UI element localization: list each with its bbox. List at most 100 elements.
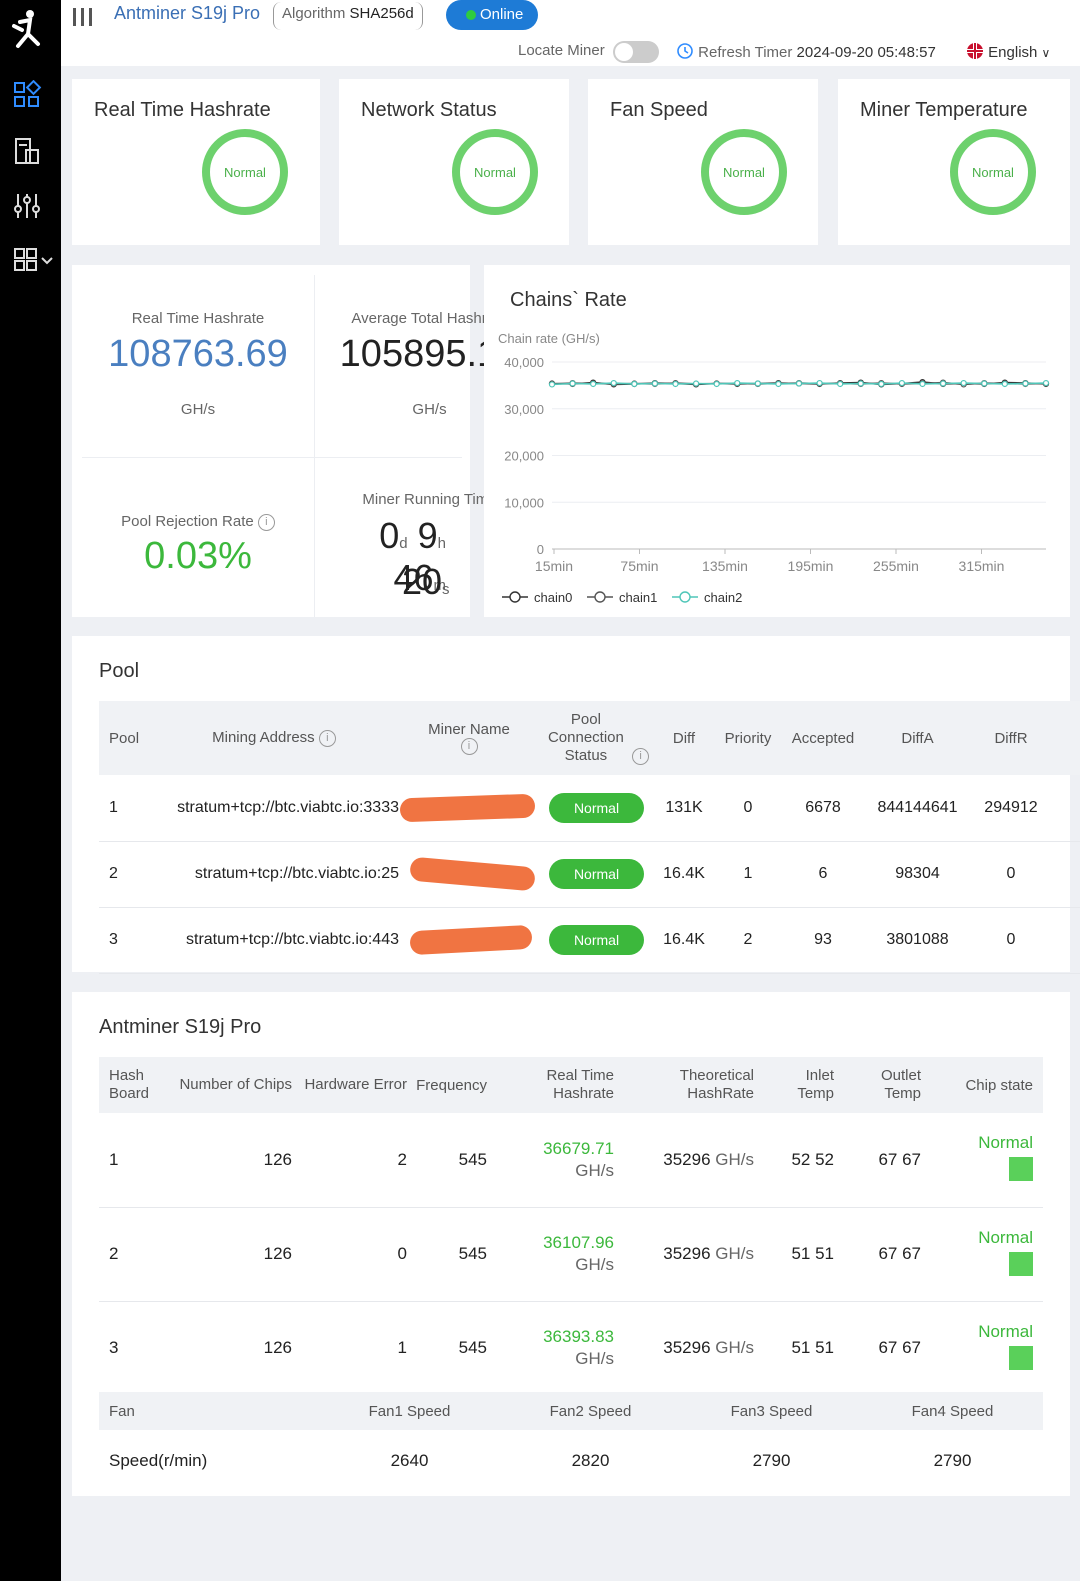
data-point-chain2 (919, 380, 926, 388)
pool-row: 3 stratum+tcp://btc.viabtc.io:443 Normal… (99, 907, 1080, 974)
legend-label-chain0: chain0 (534, 590, 572, 605)
y-tick-label: 30,000 (504, 402, 544, 417)
chevron-down-icon: ∨ (1041, 46, 1051, 60)
running-time-label: Miner Running Time (362, 491, 497, 508)
run-days: 0 (379, 515, 400, 556)
pool-panel: Pool Pool Mining Address i Miner Name i P… (72, 636, 1080, 974)
locate-miner-toggle[interactable] (613, 41, 659, 63)
language-selector[interactable]: English ∨ (966, 42, 1050, 61)
pool-index: 1 (99, 775, 149, 842)
data-point-chain2 (692, 380, 700, 387)
x-tick-label: 195min (788, 558, 834, 574)
status-card-network: Network Status Normal (339, 79, 569, 245)
fan-table: Fan Fan1 Speed Fan2 Speed Fan3 Speed Fan… (99, 1392, 1043, 1492)
info-icon[interactable]: i (632, 747, 650, 765)
board-outlet-temp: 67 67 (834, 1207, 921, 1302)
status-card-temperature: Miner Temperature Normal (838, 79, 1070, 245)
uk-flag-icon (967, 43, 983, 59)
pool-table: Pool Mining Address i Miner Name i Pool C… (99, 701, 1080, 974)
fan3-speed: 2790 (752, 1451, 791, 1470)
run-hours-unit: h (437, 535, 446, 552)
status-card-hashrate: Real Time Hashrate Normal (72, 79, 320, 245)
x-tick-label: 75min (620, 558, 658, 574)
hashboard-row: 2 126 0 545 36107.96 GH/s 35296 GH/s 51 5… (99, 1207, 1043, 1302)
data-point-chain2 (837, 380, 844, 388)
chains-rate-chart: Chain rate (GH/s) 0 10,000 20,000 30,000 40,0… (498, 331, 1050, 605)
info-icon[interactable]: i (257, 513, 275, 531)
board-rt-value: 36107.96 (543, 1233, 614, 1252)
board-theo-hashrate: 35296 GH/s (614, 1301, 754, 1396)
col-diffr: DiffR (971, 701, 1051, 775)
info-icon[interactable]: i (318, 729, 336, 747)
chip-icon[interactable] (1009, 1251, 1033, 1276)
board-rt-unit: GH/s (575, 1349, 614, 1368)
board-theo-value: 35296 (663, 1338, 711, 1357)
y-tick-label: 20,000 (504, 449, 544, 464)
hashboard-table: Hash Board Number of Chips Hardware Erro… (99, 1057, 1043, 1396)
col-fan4: Fan4 Speed (862, 1392, 1043, 1430)
col-rt-hashrate: Real Time Hashrate (487, 1057, 614, 1113)
device-model: Antminer S19j Pro (114, 3, 261, 23)
hashboard-title: Antminer S19j Pro (99, 1016, 262, 1038)
redaction-mark (399, 793, 536, 823)
col-miner-name-label: Miner Name (428, 720, 510, 738)
board-inlet-temp: 51 51 (754, 1301, 834, 1396)
legend-label-chain1: chain1 (619, 590, 657, 605)
pool-status: Normal (539, 775, 654, 842)
col-hw-error: Hardware Error (292, 1057, 407, 1113)
dashboard-icon[interactable] (12, 80, 42, 110)
pool-diffa: 844144641 (864, 775, 971, 842)
chart-title: Chains` Rate (510, 289, 627, 311)
run-minutes: 46 (393, 557, 434, 598)
board-id: 1 (99, 1113, 179, 1208)
board-chips: 126 (179, 1113, 292, 1208)
pool-status-badge: Normal (549, 792, 644, 823)
hashboard-row: 3 126 1 545 36393.83 GH/s 35296 GH/s 51 5… (99, 1301, 1043, 1396)
board-id: 3 (99, 1301, 179, 1396)
col-inlet-temp: Inlet Temp (754, 1057, 834, 1113)
col-priority: Priority (714, 701, 782, 775)
x-tick-label: 315min (959, 558, 1005, 574)
locate-miner-label: Locate Miner (518, 42, 605, 59)
pool-diffa: 3801088 (864, 907, 971, 974)
fan1-speed: 2640 (390, 1451, 429, 1470)
pool-index: 3 (99, 907, 149, 974)
col-fan3: Fan3 Speed (681, 1392, 862, 1430)
y-tick-label: 40,000 (504, 355, 544, 370)
col-accepted: Accepted (782, 701, 864, 775)
chip-icon[interactable] (1009, 1157, 1033, 1182)
settings-sliders-icon[interactable] (12, 191, 42, 221)
data-point-chain2 (1022, 380, 1029, 387)
menu-toggle-icon[interactable] (71, 4, 95, 28)
pool-row: 1 stratum+tcp://btc.viabtc.io:3333 Norma… (99, 775, 1080, 842)
data-point-chain2 (1042, 379, 1050, 387)
y-tick-label: 0 (537, 542, 544, 557)
col-miner-name: Miner Name i (399, 701, 539, 775)
data-point-chain2 (1001, 380, 1008, 388)
pool-status-badge: Normal (549, 925, 644, 955)
refresh-clock-icon (677, 43, 693, 59)
pool-priority: 2 (714, 907, 782, 974)
info-icon[interactable]: i (460, 738, 478, 756)
pool-rejection-label: Pool Rejection Rate i (72, 513, 324, 531)
algorithm-tag: Algorithm SHA256d (273, 2, 423, 30)
pool-priority: 0 (714, 775, 782, 842)
x-tick-label: 255min (873, 558, 919, 574)
status-card-title: Network Status (361, 99, 497, 121)
fan-speed-row: Speed(r/min) 2640 2820 2790 2790 (99, 1430, 1043, 1492)
logo-icon (12, 10, 40, 48)
refresh-timer[interactable]: Refresh Timer 2024-09-20 05:48:57 (676, 42, 936, 61)
chip-state-label: Normal (978, 1321, 1033, 1341)
x-tick-label: 135min (702, 558, 748, 574)
more-apps-icon[interactable] (12, 246, 56, 276)
board-theo-unit: GH/s (715, 1149, 754, 1169)
board-theo-hashrate: 35296 GH/s (614, 1207, 754, 1302)
col-chips: Number of Chips (179, 1057, 292, 1113)
col-diffa: DiffA (864, 701, 971, 775)
pool-diff: 16.4K (654, 907, 714, 974)
status-ring: Normal (202, 129, 288, 215)
rt-hashrate-label: Real Time Hashrate (131, 310, 265, 327)
board-rt-unit: GH/s (575, 1255, 614, 1274)
chip-icon[interactable] (1009, 1345, 1033, 1370)
list-icon[interactable] (12, 136, 42, 166)
